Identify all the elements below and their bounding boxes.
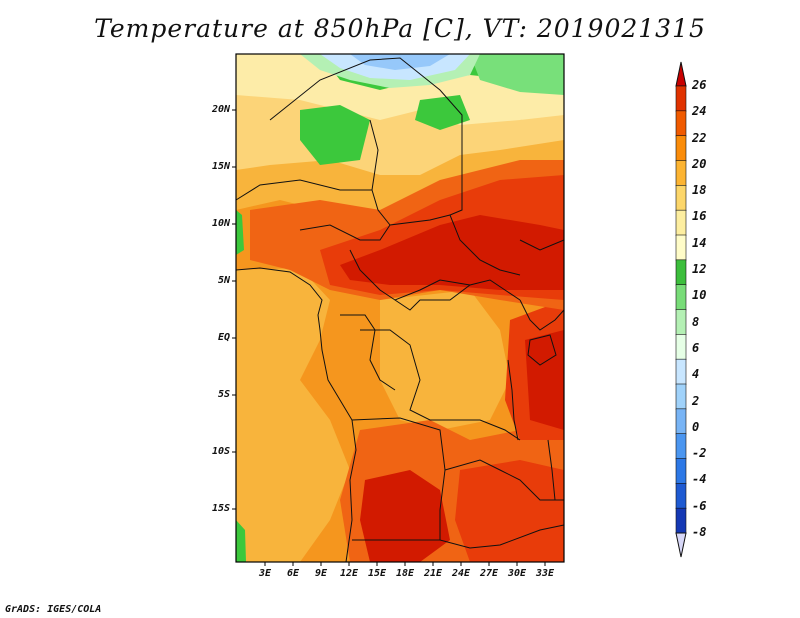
colorbar-segment: [675, 383, 687, 410]
lat-tick-label: 10N: [211, 218, 230, 229]
colorbar-label: 22: [692, 130, 707, 145]
colorbar-segment: [675, 458, 687, 485]
colorbar-label: 2: [692, 393, 700, 408]
colorbar-segment: [675, 259, 687, 286]
map-borders: [235, 57, 565, 563]
lon-tick-label: 6E: [286, 568, 300, 579]
lon-tick-label: 3E: [258, 568, 272, 579]
colorbar-segment: [675, 234, 687, 261]
colorbar-segment: [675, 408, 687, 435]
lon-tick-label: 27E: [479, 568, 499, 579]
rift-east: [519, 299, 565, 331]
colorbar-label: -6: [692, 498, 707, 513]
colorbar-label: 24: [692, 104, 707, 119]
field-w-green: [236, 210, 244, 255]
colorbar-segment: [675, 507, 687, 534]
field-east-26: [525, 330, 564, 430]
colorbar-label: 8: [692, 314, 700, 329]
lat-tick-label: 5S: [217, 389, 230, 400]
colorbar-segment: [675, 185, 687, 211]
coastline-west: [235, 267, 357, 563]
lon-tick-label: 12E: [339, 568, 359, 579]
field-se-24: [455, 460, 564, 562]
colorbar-segment: [675, 209, 687, 236]
field-north-10: [470, 54, 564, 95]
temperature-field: [236, 54, 564, 562]
colorbar-label: 4: [692, 367, 700, 382]
colorbar-label: 26: [692, 78, 707, 92]
lake-tanganyika: [507, 359, 519, 441]
field-north-4: [350, 54, 450, 70]
border-angola: [351, 417, 446, 540]
colorbar-label: 18: [692, 183, 707, 198]
colorbar: [675, 61, 687, 558]
field-green-patch: [300, 105, 370, 165]
colorbar-label: 0: [692, 419, 700, 434]
colorbar-segment: [675, 135, 687, 162]
colorbar-label: 16: [692, 209, 707, 224]
lon-tick-label: 30E: [507, 568, 527, 579]
colorbar-segment: [675, 334, 687, 360]
lon-tick-label: 33E: [535, 568, 555, 579]
colorbar-segment: [675, 85, 687, 112]
colorbar-segment: [675, 284, 687, 311]
lat-tick-label: 20N: [211, 104, 230, 115]
colorbar-label: -2: [692, 446, 707, 461]
colorbar-segment: [675, 160, 687, 187]
axis-ticks: [232, 109, 546, 566]
lon-tick-label: 15E: [367, 568, 387, 579]
colorbar-segment: [675, 110, 687, 137]
colorbar-segment: [675, 358, 687, 385]
lon-tick-label: 18E: [395, 568, 415, 579]
field-sahel-26: [340, 215, 564, 290]
colorbar-label: -4: [692, 472, 707, 487]
lon-tick-label: 24E: [451, 568, 471, 579]
colorbar-label: 10: [692, 288, 707, 303]
colorbar-max-triangle: [675, 61, 687, 87]
field-sw-green: [236, 520, 246, 562]
colorbar-min-triangle: [675, 532, 687, 558]
lon-tick-label: 9E: [314, 568, 328, 579]
border-sahel: [235, 179, 372, 201]
lon-tick-label: 21E: [423, 568, 443, 579]
map-title: Temperature at 850hPa [C], VT: 201902131…: [94, 14, 706, 43]
colorbar-label: 14: [692, 235, 707, 250]
lat-tick-label: 15N: [211, 161, 230, 172]
colorbar-label: -8: [692, 525, 707, 539]
border-nigeria: [299, 214, 451, 241]
field-west-18: [236, 268, 350, 562]
field-south-26: [360, 470, 450, 562]
lat-tick-label: 5N: [217, 275, 230, 286]
colorbar-label: 12: [692, 262, 707, 277]
border-sahara: [269, 57, 463, 150]
colorbar-segment: [675, 433, 687, 460]
colorbar-label: 20: [692, 156, 707, 171]
lat-tick-label: EQ: [217, 332, 230, 343]
field-central-18: [380, 290, 510, 430]
border-congo: [340, 314, 396, 391]
border-zambia: [444, 459, 564, 501]
border-car: [394, 279, 521, 311]
map-frame: [235, 53, 565, 563]
border-south: [352, 524, 565, 549]
colorbar-label: 6: [692, 340, 700, 355]
credit-text: GrADS: IGES/COLA: [5, 604, 102, 615]
lake-victoria: [527, 334, 557, 366]
colorbar-segment: [675, 309, 687, 336]
field-green-patch-2: [415, 95, 470, 130]
lat-tick-label: 15S: [211, 503, 230, 514]
lat-tick-label: 10S: [211, 446, 230, 457]
border-drc: [360, 329, 521, 441]
border-east: [519, 239, 565, 251]
colorbar-segment: [675, 483, 687, 509]
lake-malawi: [547, 439, 556, 501]
border-sudan: [449, 150, 521, 276]
